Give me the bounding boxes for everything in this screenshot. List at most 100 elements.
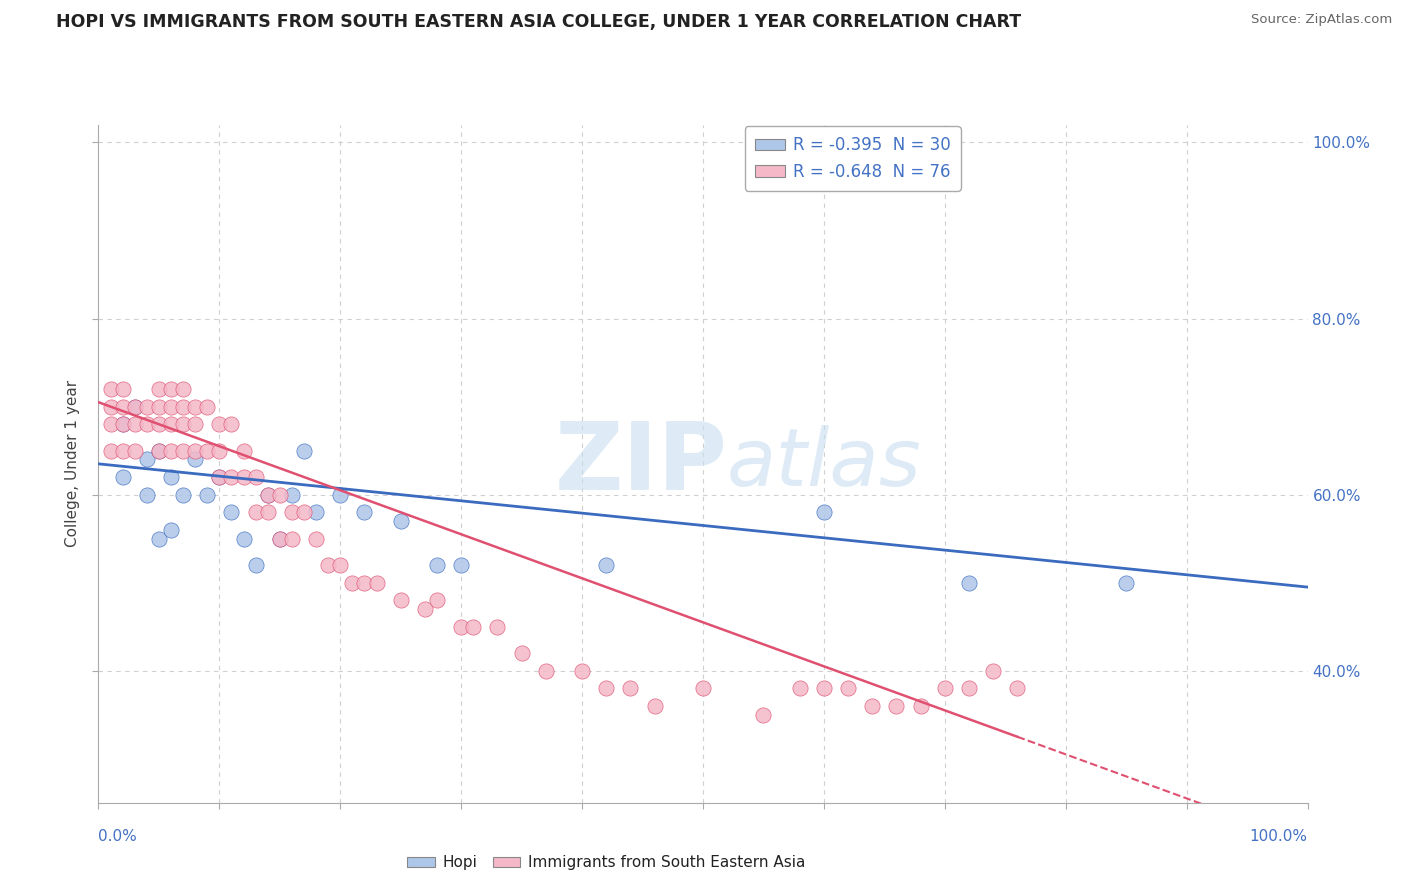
Point: [305, 532, 328, 546]
Point: [160, 523, 183, 537]
Point: [1007, 681, 1029, 696]
Point: [160, 417, 183, 432]
Point: [389, 514, 412, 528]
Point: [160, 382, 183, 396]
Point: [619, 681, 641, 696]
Text: Source: ZipAtlas.com: Source: ZipAtlas.com: [1251, 13, 1392, 27]
Point: [100, 443, 122, 458]
Point: [342, 575, 364, 590]
Point: [256, 488, 278, 502]
Point: [124, 400, 146, 414]
Point: [245, 470, 267, 484]
Point: [813, 681, 835, 696]
Point: [232, 470, 254, 484]
Point: [148, 382, 170, 396]
Point: [789, 681, 811, 696]
Point: [256, 488, 278, 502]
Point: [644, 698, 666, 713]
Point: [292, 443, 315, 458]
Point: [124, 400, 146, 414]
Point: [957, 681, 980, 696]
Point: [510, 646, 533, 660]
Point: [860, 698, 883, 713]
Point: [208, 417, 231, 432]
Point: [353, 575, 375, 590]
Point: [305, 505, 328, 519]
Point: [595, 558, 617, 573]
Point: [184, 417, 207, 432]
Point: [316, 558, 339, 573]
Point: [148, 417, 170, 432]
Point: [245, 505, 267, 519]
Point: [269, 532, 291, 546]
Text: HOPI VS IMMIGRANTS FROM SOUTH EASTERN ASIA COLLEGE, UNDER 1 YEAR CORRELATION CHA: HOPI VS IMMIGRANTS FROM SOUTH EASTERN AS…: [56, 13, 1021, 31]
Point: [281, 532, 304, 546]
Point: [353, 505, 375, 519]
Point: [232, 532, 254, 546]
Y-axis label: College, Under 1 year: College, Under 1 year: [65, 380, 80, 548]
Point: [837, 681, 859, 696]
Point: [111, 382, 134, 396]
Point: [232, 443, 254, 458]
Point: [595, 681, 617, 696]
Point: [413, 602, 436, 616]
Point: [269, 488, 291, 502]
Point: [148, 443, 170, 458]
Point: [281, 505, 304, 519]
Text: 100.0%: 100.0%: [1250, 830, 1308, 844]
Point: [160, 470, 183, 484]
Point: [184, 400, 207, 414]
Point: [886, 698, 908, 713]
Point: [100, 417, 122, 432]
Point: [172, 382, 194, 396]
Point: [172, 443, 194, 458]
Point: [281, 488, 304, 502]
Point: [195, 488, 218, 502]
Point: [692, 681, 714, 696]
Point: [111, 417, 134, 432]
Point: [184, 443, 207, 458]
Point: [329, 558, 352, 573]
Point: [111, 470, 134, 484]
Point: [269, 532, 291, 546]
Legend: Hopi, Immigrants from South Eastern Asia: Hopi, Immigrants from South Eastern Asia: [401, 849, 811, 877]
Point: [813, 505, 835, 519]
Point: [124, 417, 146, 432]
Point: [135, 417, 157, 432]
Point: [981, 664, 1004, 678]
Point: [245, 558, 267, 573]
Point: [135, 400, 157, 414]
Point: [208, 443, 231, 458]
Point: [148, 400, 170, 414]
Point: [329, 488, 352, 502]
Point: [195, 400, 218, 414]
Point: [534, 664, 557, 678]
Point: [160, 443, 183, 458]
Point: [172, 417, 194, 432]
Point: [910, 698, 932, 713]
Point: [160, 400, 183, 414]
Text: 0.0%: 0.0%: [98, 830, 138, 844]
Point: [426, 558, 449, 573]
Point: [957, 575, 980, 590]
Point: [389, 593, 412, 607]
Point: [111, 417, 134, 432]
Point: [172, 400, 194, 414]
Point: [135, 452, 157, 467]
Point: [571, 664, 593, 678]
Point: [292, 505, 315, 519]
Point: [148, 532, 170, 546]
Point: [208, 470, 231, 484]
Point: [184, 452, 207, 467]
Point: [1115, 575, 1137, 590]
Point: [221, 470, 243, 484]
Point: [450, 620, 472, 634]
Point: [221, 417, 243, 432]
Text: ZIP: ZIP: [554, 417, 727, 510]
Point: [208, 470, 231, 484]
Point: [124, 443, 146, 458]
Point: [135, 488, 157, 502]
Point: [934, 681, 956, 696]
Point: [172, 488, 194, 502]
Point: [148, 443, 170, 458]
